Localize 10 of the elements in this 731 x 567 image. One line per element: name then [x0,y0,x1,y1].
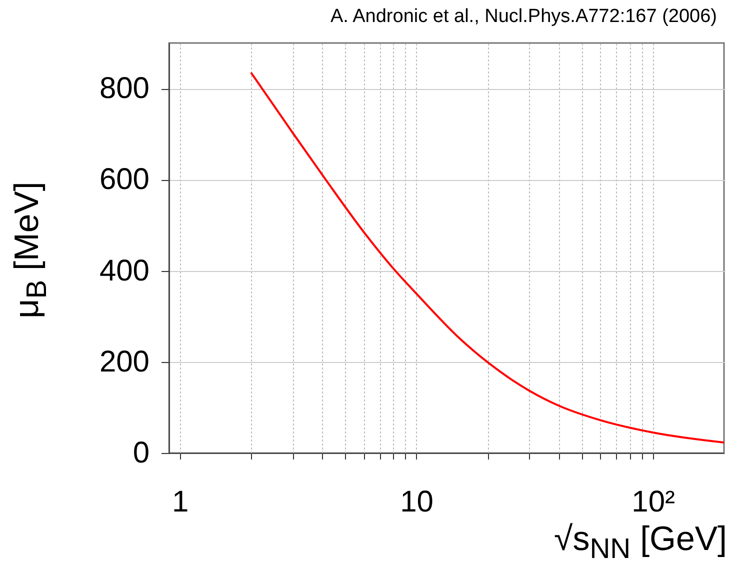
x-tick-label: 10 [400,486,434,518]
y-tick-label: 0 [132,436,150,470]
y-tick-label: 400 [99,254,150,288]
y-tick-label: 600 [99,163,150,196]
y-tick-label: 800 [99,72,150,106]
x-tick-label: 10² [632,486,675,518]
text: A. Andronic et al., Nucl.Phys.A772:167 (2006) [330,6,717,28]
y-tick-label: 200 [99,345,150,378]
x-tick-label: 1 [172,486,189,518]
x-axis-title: √s$_{NN}$ [GeV] [554,520,727,566]
